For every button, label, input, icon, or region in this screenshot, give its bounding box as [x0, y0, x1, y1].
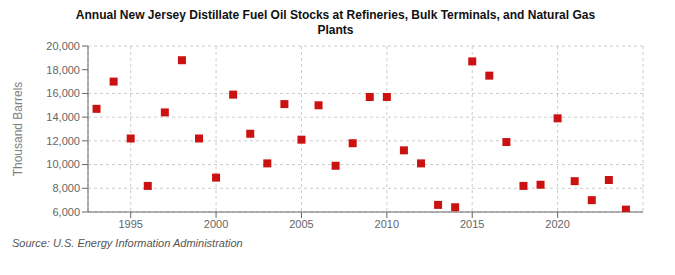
svg-text:6,000: 6,000 [52, 206, 80, 218]
svg-text:20,000: 20,000 [46, 40, 80, 52]
svg-text:2015: 2015 [460, 218, 484, 230]
html-text:Annual New Jersey Distillate F: Annual New Jersey Distillate Fuel Oil St… [75, 8, 596, 22]
svg-text:2000: 2000 [204, 218, 228, 230]
svg-text:12,000: 12,000 [46, 135, 80, 147]
svg-text:16,000: 16,000 [46, 87, 80, 99]
svg-text:14,000: 14,000 [46, 111, 80, 123]
svg-text:2005: 2005 [289, 218, 313, 230]
svg-text:8,000: 8,000 [52, 182, 80, 194]
html-text:Source: U.S. Energy Informatio: Source: U.S. Energy Information Administ… [12, 237, 243, 249]
svg-text:18,000: 18,000 [46, 64, 80, 76]
svg-text:2020: 2020 [545, 218, 569, 230]
html-text:Plants: Plants [317, 23, 354, 37]
svg-text:10,000: 10,000 [46, 158, 80, 170]
svg-text:Thousand Barrels: Thousand Barrels [11, 82, 25, 177]
svg-text:2010: 2010 [375, 218, 399, 230]
svg-text:1995: 1995 [118, 218, 142, 230]
